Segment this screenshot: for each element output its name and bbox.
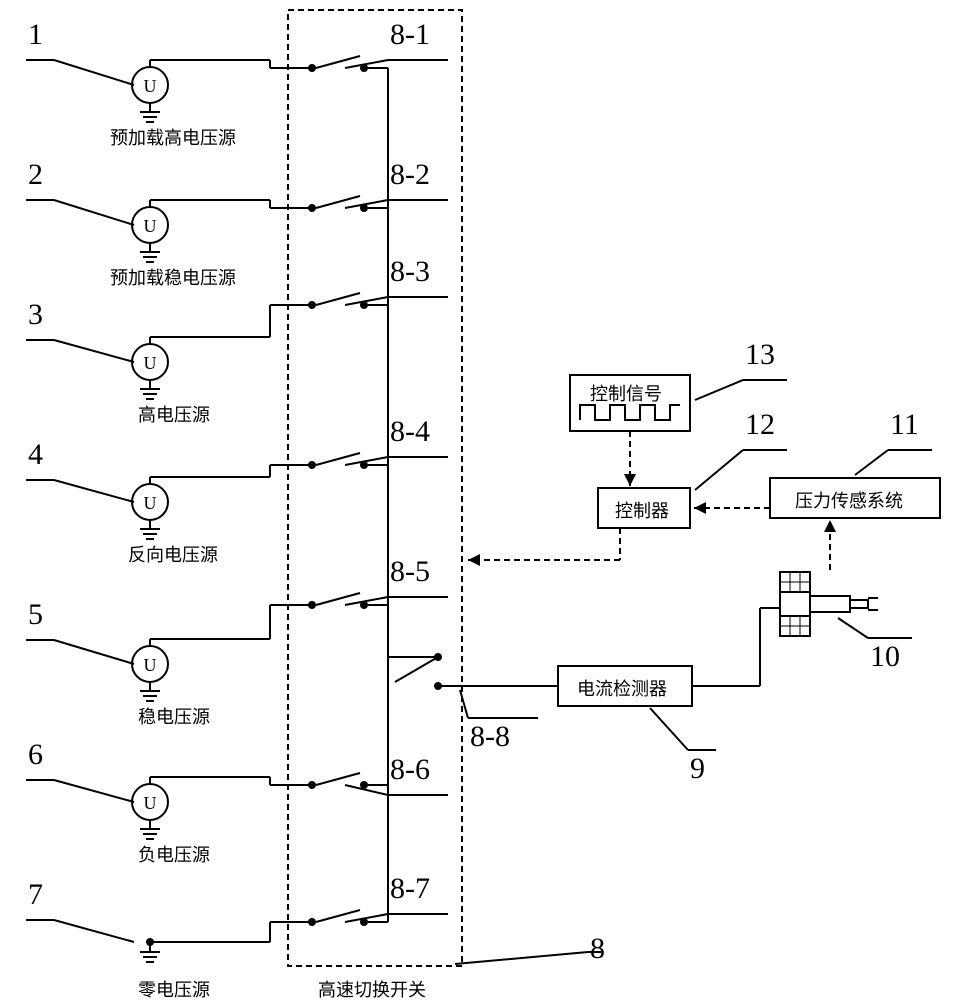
output-switch bbox=[388, 653, 558, 690]
source-2: U bbox=[132, 196, 388, 262]
bottom-switch-label: 高速切换开关 bbox=[318, 976, 426, 1002]
controller-label: 控制器 bbox=[615, 497, 669, 523]
leader-label-8-1: 8-1 bbox=[390, 18, 430, 52]
leader-label-8-3: 8-3 bbox=[390, 255, 430, 289]
source-3: U bbox=[132, 293, 388, 399]
svg-text:U: U bbox=[144, 493, 157, 513]
leader-label-10: 10 bbox=[870, 640, 900, 674]
svg-text:U: U bbox=[144, 655, 157, 675]
leader-label-8-5: 8-5 bbox=[390, 555, 430, 589]
current-detector-label: 电流检测器 bbox=[577, 675, 667, 701]
leader-label-7: 7 bbox=[28, 878, 43, 912]
leader-label-13: 13 bbox=[745, 338, 775, 372]
source-6: U bbox=[132, 657, 388, 839]
src7-label: 零电压源 bbox=[138, 976, 210, 1002]
svg-text:U: U bbox=[144, 793, 157, 813]
leader-label-4: 4 bbox=[28, 438, 43, 472]
src5-label: 稳电压源 bbox=[138, 703, 210, 729]
source-4: U bbox=[132, 453, 388, 539]
source-5: U bbox=[132, 593, 388, 701]
leader-label-6: 6 bbox=[28, 738, 43, 772]
pressure-sensor-label: 压力传感系统 bbox=[795, 487, 903, 513]
leader-label-9: 9 bbox=[690, 752, 705, 786]
switch-group-box bbox=[288, 10, 462, 966]
leader-label-8-8: 8-8 bbox=[470, 720, 510, 754]
svg-text:U: U bbox=[144, 216, 157, 236]
leader-label-5: 5 bbox=[28, 598, 43, 632]
leader-label-1: 1 bbox=[28, 18, 43, 52]
leader-label-11: 11 bbox=[890, 408, 919, 442]
leader-label-12: 12 bbox=[745, 408, 775, 442]
diagram-canvas: U U U bbox=[0, 0, 968, 1000]
leader-label-8-2: 8-2 bbox=[390, 158, 430, 192]
leader-label-3: 3 bbox=[28, 298, 43, 332]
src2-label: 预加载稳电压源 bbox=[110, 264, 236, 290]
leader-label-2: 2 bbox=[28, 158, 43, 192]
src3-label: 高电压源 bbox=[138, 401, 210, 427]
leader-label-8-4: 8-4 bbox=[390, 415, 430, 449]
src4-label: 反向电压源 bbox=[128, 541, 218, 567]
leader-label-8-6: 8-6 bbox=[390, 753, 430, 787]
leader-label-8: 8 bbox=[590, 932, 605, 966]
source-7 bbox=[140, 785, 388, 962]
src6-label: 负电压源 bbox=[138, 841, 210, 867]
injector-symbol bbox=[780, 572, 878, 636]
leader-label-8-7: 8-7 bbox=[390, 872, 430, 906]
src1-label: 预加载高电压源 bbox=[110, 124, 236, 150]
svg-text:U: U bbox=[144, 76, 157, 96]
control-signal-label: 控制信号 bbox=[590, 380, 662, 406]
svg-text:U: U bbox=[144, 353, 157, 373]
